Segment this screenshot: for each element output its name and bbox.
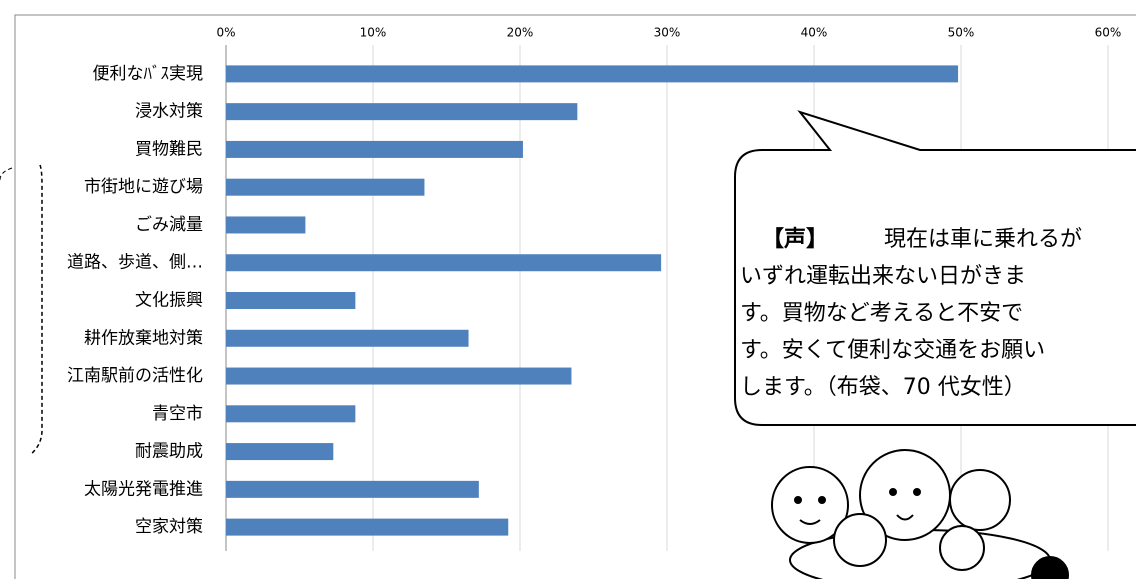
bar xyxy=(226,140,523,158)
y-tick-label: 買物難民 xyxy=(135,139,203,159)
y-tick-label: 江南駅前の活性化 xyxy=(67,366,203,386)
bar xyxy=(226,367,572,385)
note-lines: 現在は車に乗れるがいずれ運転出来ない日がきます。買物など考えると不安です。安くて… xyxy=(740,227,1082,400)
note-line: します。（布袋、70 代女性） xyxy=(740,375,1026,400)
bar xyxy=(226,254,662,272)
plot: 0% 10% 20% 30% 40% 50% 60% 便利なﾊﾞｽ実現浸水対策買物難民市街地に… xyxy=(67,26,1122,551)
bar xyxy=(226,103,578,121)
y-tick-label: 市街地に遊び場 xyxy=(84,177,203,197)
bar xyxy=(226,518,509,536)
y-tick-label: 空家対策 xyxy=(135,517,203,537)
dashed-bracket xyxy=(29,164,43,456)
y-tick-label: ごみ減量 xyxy=(135,215,203,235)
y-tick-label: 道路、歩道、側… xyxy=(67,253,203,273)
speech-bubble xyxy=(734,110,1136,426)
x-tick-label: 10% xyxy=(360,26,387,40)
x-tick-label: 30% xyxy=(654,26,681,40)
y-tick-label: 便利なﾊﾞｽ実現 xyxy=(93,64,204,84)
y-tick-label: 浸水対策 xyxy=(135,102,203,122)
bar xyxy=(226,443,334,461)
bar xyxy=(226,405,356,423)
y-tick-label: 太陽光発電推進 xyxy=(84,479,203,499)
note-heading: 【声】 xyxy=(762,227,828,252)
x-tick-label: 0% xyxy=(216,26,235,40)
bar xyxy=(226,65,959,83)
x-tick-label: 20% xyxy=(507,26,534,40)
cartoon-illustration xyxy=(771,449,1069,579)
x-tick-label: 60% xyxy=(1095,26,1122,40)
bar xyxy=(226,292,356,309)
y-tick-label: 耕作放棄地対策 xyxy=(84,328,203,348)
bar xyxy=(226,480,479,498)
note-line: す。安くて便利な交通をお願い xyxy=(740,338,1045,363)
x-tick-label: 40% xyxy=(801,26,828,40)
note-line: す。買物など考えると不安で xyxy=(740,301,1023,326)
chart-frame xyxy=(14,14,1136,579)
y-tick-label: 青空市 xyxy=(152,404,203,424)
dashed-bracket xyxy=(0,167,13,181)
y-tick-label: 文化振興 xyxy=(135,291,203,311)
note-line: 現在は車に乗れるが xyxy=(884,227,1082,252)
x-tick-label: 50% xyxy=(948,26,975,40)
note-line: いずれ運転出来ない日がきま xyxy=(740,264,1026,289)
bar xyxy=(226,178,425,196)
y-tick-label: 耐震助成 xyxy=(135,442,203,462)
bar xyxy=(226,329,469,347)
bar xyxy=(226,216,306,234)
